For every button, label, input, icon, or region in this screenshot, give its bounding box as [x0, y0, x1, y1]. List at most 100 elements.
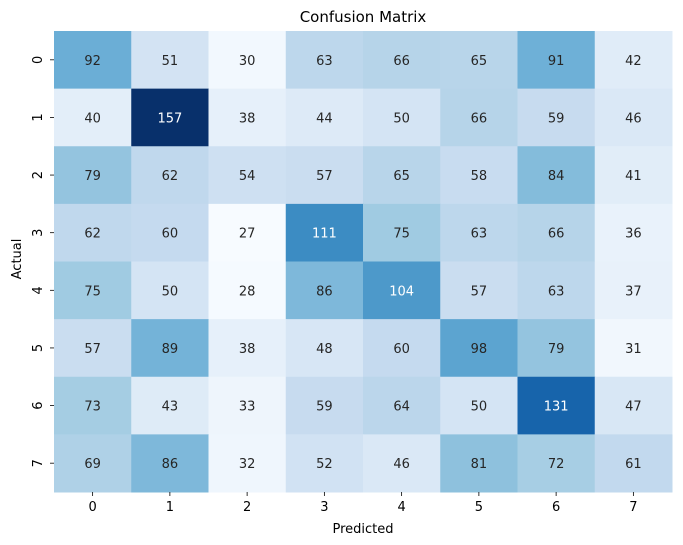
x-tick-label: 4	[397, 500, 405, 515]
heatmap-cell	[285, 203, 364, 262]
heatmap-cell	[131, 31, 209, 90]
heatmap-cell	[54, 319, 132, 378]
heatmap-cell	[285, 88, 364, 147]
heatmap-cell	[131, 88, 209, 147]
x-tick-label: 3	[320, 500, 328, 515]
heatmap-cell	[285, 319, 364, 378]
heatmap-cell-value: 50	[162, 284, 179, 299]
heatmap-cell-value: 79	[84, 169, 101, 184]
heatmap-cell	[517, 434, 596, 493]
heatmap-cell	[594, 319, 673, 378]
heatmap-cell	[208, 261, 287, 320]
heatmap-cell	[517, 376, 596, 435]
heatmap-cell	[517, 146, 596, 205]
heatmap-cell	[285, 434, 364, 493]
heatmap-cell-value: 46	[625, 111, 642, 126]
heatmap-cell	[54, 203, 132, 262]
heatmap-cell	[363, 319, 441, 378]
heatmap-cell	[54, 376, 132, 435]
heatmap-cell-value: 58	[471, 169, 488, 184]
heatmap-cell-value: 44	[316, 111, 333, 126]
heatmap-cell	[440, 203, 518, 262]
x-axis-label: Predicted	[332, 522, 393, 537]
heatmap-cell-value: 28	[239, 284, 256, 299]
heatmap-cell-value: 50	[393, 111, 410, 126]
heatmap-cell-value: 57	[316, 169, 333, 184]
y-tick-label: 6	[31, 401, 46, 409]
heatmap-cell-value: 46	[393, 457, 410, 472]
heatmap-cell-value: 38	[239, 111, 256, 126]
y-axis-ticks: 0 1 2 3 4 5 6 7	[31, 56, 54, 467]
heatmap-cell-value: 31	[625, 342, 642, 357]
heatmap-cell	[594, 434, 673, 493]
y-tick-label: 0	[31, 56, 46, 64]
heatmap-cell	[131, 146, 209, 205]
heatmap-cell-value: 84	[548, 169, 565, 184]
heatmap-cell-value: 47	[625, 400, 642, 415]
heatmap-cell-value: 72	[548, 457, 565, 472]
heatmap-cell	[208, 31, 287, 90]
heatmap-cell-value: 89	[162, 342, 179, 357]
heatmap-cell	[440, 88, 518, 147]
heatmap-cell-value: 111	[312, 227, 337, 242]
heatmap-cell	[363, 203, 441, 262]
heatmap-cell	[440, 146, 518, 205]
heatmap-cell	[285, 31, 364, 90]
heatmap-cell	[440, 319, 518, 378]
heatmap-cell	[54, 31, 132, 90]
heatmap-cell-value: 59	[316, 400, 333, 415]
heatmap-cell	[517, 88, 596, 147]
chart-title: Confusion Matrix	[300, 8, 427, 26]
heatmap-cell	[285, 146, 364, 205]
heatmap-cell	[363, 261, 441, 320]
heatmap-cell-value: 41	[625, 169, 642, 184]
heatmap-cell-value: 52	[316, 457, 333, 472]
y-tick-label: 4	[31, 286, 46, 294]
heatmap-cell	[363, 146, 441, 205]
heatmap-cell-value: 65	[393, 169, 410, 184]
heatmap-cell-value: 131	[544, 400, 569, 415]
heatmap-cell-value: 61	[625, 457, 642, 472]
heatmap-cell	[208, 319, 287, 378]
heatmap-cell-value: 66	[548, 227, 565, 242]
heatmap-cell-value: 75	[84, 284, 101, 299]
heatmap-cell	[131, 203, 209, 262]
heatmap-cell-value: 48	[316, 342, 333, 357]
heatmap-cell-value: 33	[239, 400, 256, 415]
heatmap-cell	[594, 31, 673, 90]
heatmap-cell	[131, 376, 209, 435]
heatmap-cell	[363, 31, 441, 90]
heatmap-cell	[208, 203, 287, 262]
x-tick-label: 6	[552, 500, 560, 515]
heatmap-cell-value: 66	[393, 54, 410, 69]
heatmap-cell-value: 86	[316, 284, 333, 299]
heatmap-cell-value: 65	[471, 54, 488, 69]
heatmap-cell-value: 40	[84, 111, 101, 126]
heatmap-cell-value: 62	[162, 169, 179, 184]
heatmap-cell-value: 66	[471, 111, 488, 126]
heatmap-cell-value: 54	[239, 169, 256, 184]
heatmap-cell	[131, 319, 209, 378]
y-axis-label: Actual	[10, 239, 25, 280]
heatmap-cell	[208, 146, 287, 205]
x-tick-label: 5	[475, 500, 483, 515]
heatmap-cell-value: 75	[393, 227, 410, 242]
heatmap-cell	[54, 434, 132, 493]
heatmap-cell	[363, 434, 441, 493]
heatmap-cell-value: 42	[625, 54, 642, 69]
heatmap-cell	[363, 88, 441, 147]
heatmap-cell-value: 63	[471, 227, 488, 242]
heatmap-cell-value: 57	[84, 342, 101, 357]
heatmap-cell	[517, 203, 596, 262]
heatmap-cell	[363, 376, 441, 435]
heatmap-cell-value: 43	[162, 400, 179, 415]
heatmap-cell-value: 86	[162, 457, 179, 472]
heatmap-cell	[594, 88, 673, 147]
heatmap-cell	[208, 88, 287, 147]
y-tick-label: 5	[31, 344, 46, 352]
heatmap-cell-value: 69	[84, 457, 101, 472]
heatmap-cell-value: 63	[548, 284, 565, 299]
y-tick-label: 3	[31, 229, 46, 237]
